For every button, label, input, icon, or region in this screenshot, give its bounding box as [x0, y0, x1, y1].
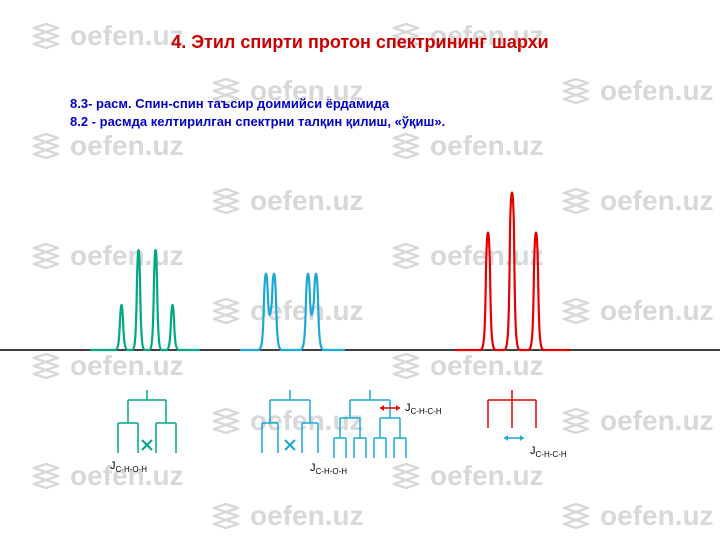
stack-icon [560, 75, 592, 107]
label-j-ch-oh-2: JC-H-O-H [310, 462, 347, 476]
watermark-text: oefen.uz [70, 130, 184, 162]
arrow-jchch-red [504, 435, 524, 441]
page-title: 4. Этил спирти протон спектрининг шархи [0, 32, 720, 53]
label-j-ch-ch-red: JC-H-C-H [530, 445, 567, 459]
watermark: oefen.uz [560, 75, 714, 107]
tree-blue-right [334, 390, 406, 458]
quartet-green [90, 250, 200, 350]
spectrum-svg [0, 170, 720, 390]
label-j-ch-oh-1: JC-H-O-H [110, 460, 147, 474]
stack-icon [390, 130, 422, 162]
quartet-blue [240, 274, 345, 350]
nmr-spectrum [0, 170, 720, 390]
tree-red [488, 390, 536, 428]
subtitle-line1: 8.3- расм. Спин-спин таъсир доимийси ёрд… [70, 96, 389, 111]
watermark-text: oefen.uz [600, 75, 714, 107]
subtitle: 8.3- расм. Спин-спин таъсир доимийси ёрд… [70, 95, 445, 131]
watermark: oefen.uz [390, 130, 544, 162]
title-text: 4. Этил спирти протон спектрининг шархи [171, 32, 549, 52]
splitting-trees [0, 390, 720, 510]
tree-blue-left [262, 390, 318, 453]
watermark: oefen.uz [30, 130, 184, 162]
tree-green [118, 390, 176, 453]
subtitle-line2: 8.2 - расмда келтирилган спектрни талқин… [70, 114, 445, 129]
tree-svg [0, 390, 720, 510]
triplet-red [455, 193, 570, 351]
stack-icon [30, 130, 62, 162]
label-j-ch-ch-top: JC-H-C-H [405, 402, 442, 416]
watermark-text: oefen.uz [430, 130, 544, 162]
